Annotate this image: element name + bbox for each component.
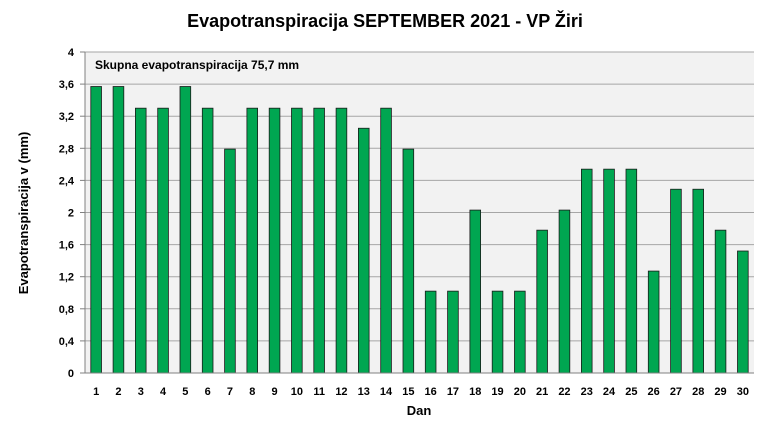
y-tick-label: 1,2 — [59, 272, 74, 284]
bar-day-22 — [558, 209, 571, 374]
x-tick-label: 26 — [648, 386, 660, 398]
bar-day-9 — [268, 107, 281, 374]
x-tick-label: 17 — [447, 386, 459, 398]
bar-day-19 — [491, 290, 504, 374]
y-tick-label: 2 — [68, 208, 74, 220]
y-tick-label: 0,8 — [59, 304, 74, 316]
bar-day-3 — [134, 107, 147, 374]
y-tick-label: 3,2 — [59, 111, 74, 123]
bar-day-17 — [447, 290, 459, 374]
y-tick-labels: 0 0,4 0,8 1,2 1,6 2 2,4 2,8 3,2 3,6 4 — [59, 47, 75, 380]
y-tick-label: 1,6 — [59, 240, 74, 252]
bar-series — [90, 86, 749, 374]
x-tick-label: 22 — [558, 386, 570, 398]
bar-day-5 — [179, 86, 192, 374]
x-tick-label: 19 — [491, 386, 503, 398]
x-tick-label: 15 — [402, 386, 414, 398]
y-axis-title: Evapotranspiracija v (mm) — [16, 132, 31, 295]
bar-day-13 — [357, 127, 370, 374]
bar-day-2 — [112, 86, 125, 374]
bar-day-25 — [625, 168, 638, 374]
x-tick-label: 27 — [670, 386, 682, 398]
bar-day-24 — [603, 168, 615, 374]
bar-day-14 — [380, 107, 392, 374]
x-tick-label: 28 — [692, 386, 704, 398]
y-tick-label: 3,6 — [59, 79, 74, 91]
bar-day-4 — [157, 107, 169, 374]
bar-day-18 — [469, 209, 481, 374]
bar-day-1 — [90, 86, 102, 374]
bar-day-29 — [714, 229, 727, 374]
y-tick-label: 0,4 — [59, 336, 75, 348]
x-tick-label: 20 — [514, 386, 526, 398]
x-tick-label: 24 — [603, 386, 616, 398]
x-tick-label: 29 — [714, 386, 726, 398]
x-tick-label: 12 — [335, 386, 347, 398]
bar-day-23 — [581, 168, 593, 374]
bar-day-15 — [402, 148, 415, 374]
x-tick-label: 7 — [227, 386, 233, 398]
x-tick-label: 30 — [737, 386, 749, 398]
x-tick-label: 16 — [425, 386, 437, 398]
bar-day-8 — [246, 107, 258, 374]
chart-title: Evapotranspiracija SEPTEMBER 2021 - VP Ž… — [187, 10, 583, 31]
x-tick-label: 1 — [93, 386, 99, 398]
bar-day-16 — [424, 290, 437, 374]
x-tick-label: 21 — [536, 386, 548, 398]
total-annotation: Skupna evapotranspiracija 75,7 mm — [95, 58, 299, 72]
x-tick-label: 11 — [313, 386, 325, 398]
bar-day-21 — [536, 229, 548, 374]
y-tick-label: 2,8 — [59, 143, 74, 155]
y-tick-label: 2,4 — [59, 175, 75, 187]
x-tick-label: 6 — [205, 386, 211, 398]
y-tick-label: 4 — [68, 47, 75, 59]
bar-day-10 — [291, 107, 303, 374]
bar-day-30 — [737, 250, 749, 374]
x-tick-label: 13 — [358, 386, 370, 398]
x-tick-label: 10 — [291, 386, 303, 398]
bar-day-7 — [224, 148, 236, 374]
gridlines — [80, 51, 754, 374]
x-tick-label: 9 — [271, 386, 277, 398]
x-tick-label: 23 — [581, 386, 593, 398]
x-axis-title: Dan — [407, 403, 432, 418]
bar-day-26 — [647, 270, 660, 374]
x-tick-label: 2 — [115, 386, 121, 398]
y-tick-label: 0 — [68, 368, 74, 380]
bar-day-6 — [201, 107, 214, 374]
bar-day-28 — [692, 188, 705, 374]
bar-day-20 — [514, 290, 526, 374]
x-tick-label: 18 — [469, 386, 481, 398]
x-tick-label: 8 — [249, 386, 255, 398]
bar-day-27 — [670, 188, 682, 374]
bar-day-12 — [335, 107, 348, 374]
x-tick-label: 14 — [380, 386, 393, 398]
x-tick-label: 3 — [138, 386, 144, 398]
x-tick-label: 25 — [625, 386, 637, 398]
bar-day-11 — [313, 107, 325, 374]
x-tick-label: 4 — [160, 386, 167, 398]
x-tick-labels: 1 2 3 4 5 6 7 8 9 10 11 12 13 14 15 16 17 18 19 20 21 22 23 24 2… — [93, 386, 749, 398]
x-tick-label: 5 — [182, 386, 188, 398]
